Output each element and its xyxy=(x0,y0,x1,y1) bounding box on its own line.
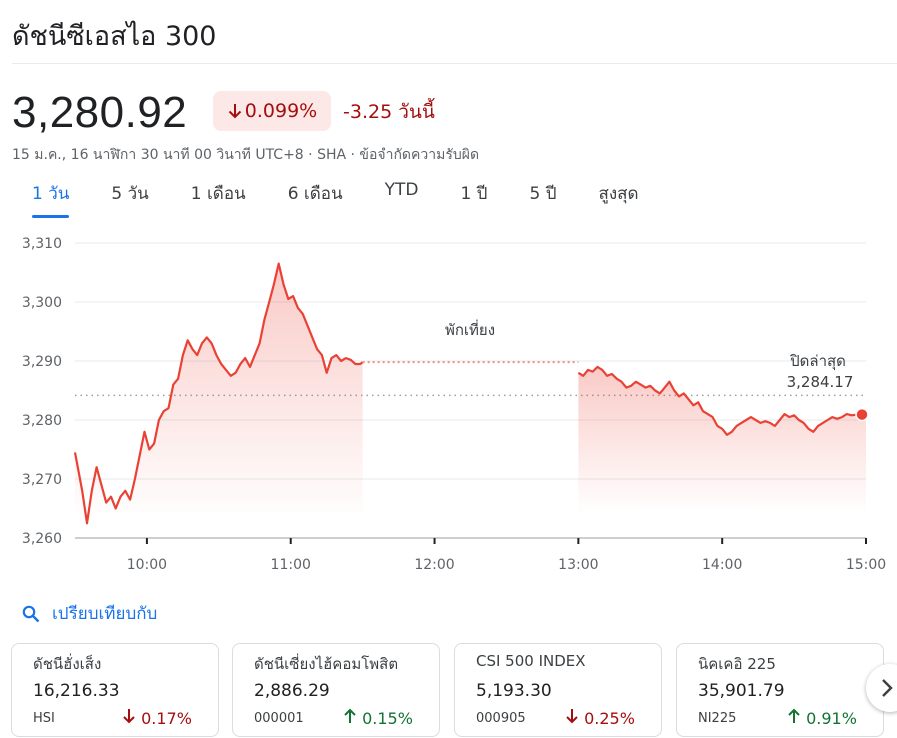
card-change-value: 0.91% xyxy=(806,709,857,728)
card-change: 0.17% xyxy=(122,708,192,728)
y-tick-label: 3,270 xyxy=(22,472,62,488)
x-tick-label: 12:00 xyxy=(414,557,454,573)
tab-6-month[interactable]: 6 เดือน xyxy=(287,184,343,204)
card-value: 2,886.29 xyxy=(254,681,330,701)
x-tick-label: 11:00 xyxy=(271,557,311,573)
tab-5-year[interactable]: 5 ปี xyxy=(529,184,557,204)
chevron-right-icon xyxy=(882,679,893,697)
quote-meta: 15 ม.ค., 16 นาฬิกา 30 นาที 00 วินาที UTC… xyxy=(12,147,480,163)
card-value: 35,901.79 xyxy=(698,681,785,701)
compare-card-hsi[interactable]: ดัชนีฮั่งเส็ง 16,216.33 HSI 0.17% xyxy=(11,643,219,737)
card-value: 5,193.30 xyxy=(476,681,552,701)
timerange-tabs: 1 วัน 5 วัน 1 เดือน 6 เดือน YTD 1 ปี 5 ป… xyxy=(12,178,639,218)
compare-card-nikkei[interactable]: นิคเคอิ 225 35,901.79 NI225 0.91% xyxy=(676,643,884,737)
morning-line xyxy=(73,262,364,525)
afternoon-line xyxy=(577,365,867,436)
y-tick-label: 3,300 xyxy=(22,295,62,311)
tab-1-day[interactable]: 1 วัน xyxy=(32,178,70,218)
card-change: 0.15% xyxy=(343,708,413,728)
card-ticker: 000905 xyxy=(476,711,526,726)
x-tick-label: 14:00 xyxy=(702,557,742,573)
y-tick-label: 3,310 xyxy=(22,236,62,252)
compare-button[interactable]: เปรียบเทียบกับ xyxy=(22,600,157,627)
card-ticker: HSI xyxy=(33,711,55,726)
latest-point xyxy=(855,407,869,422)
percent-change-value: 0.099% xyxy=(244,100,318,122)
compare-card-shcomp[interactable]: ดัชนีเซี่ยงไฮ้คอมโพสิต 2,886.29 000001 0… xyxy=(232,643,440,737)
morning-area xyxy=(75,263,363,524)
arrow-down-icon xyxy=(123,709,135,724)
y-tick-label: 3,280 xyxy=(22,413,62,429)
y-tick-label: 3,260 xyxy=(22,531,62,547)
compare-label: เปรียบเทียบกับ xyxy=(52,604,158,624)
change-today: -3.25 วันนี้ xyxy=(343,101,435,123)
tab-5-day[interactable]: 5 วัน xyxy=(111,184,149,204)
x-tick-label: 13:00 xyxy=(558,557,598,573)
y-tick-label: 3,290 xyxy=(22,354,62,370)
card-name: CSI 500 INDEX xyxy=(476,652,586,670)
page-title: ดัชนีซีเอสไอ 300 xyxy=(12,21,217,52)
arrow-down-icon xyxy=(566,709,578,724)
arrow-down-icon xyxy=(228,104,241,119)
card-value: 16,216.33 xyxy=(33,681,120,701)
search-icon xyxy=(22,605,40,622)
card-ticker: NI225 xyxy=(698,711,737,726)
card-change-value: 0.17% xyxy=(141,709,192,728)
afternoon-area xyxy=(578,366,866,513)
previous-close-value: 3,284.17 xyxy=(787,373,854,391)
previous-close-label: ปิดล่าสุด xyxy=(789,352,846,371)
price-chart[interactable]: 3,310 3,300 3,290 3,280 3,270 3,260 10:00 11:0… xyxy=(0,225,897,585)
card-name: ดัชนีฮั่งเส็ง xyxy=(33,655,102,673)
card-change-value: 0.25% xyxy=(584,709,635,728)
arrow-up-icon xyxy=(344,708,356,723)
arrow-up-icon xyxy=(788,708,800,723)
card-change-value: 0.15% xyxy=(362,709,413,728)
x-tick-label: 15:00 xyxy=(846,557,886,573)
tab-max[interactable]: สูงสุด xyxy=(598,184,639,204)
card-name: ดัชนีเซี่ยงไฮ้คอมโพสิต xyxy=(254,655,399,673)
header-divider xyxy=(12,63,897,64)
current-price: 3,280.92 xyxy=(12,88,188,137)
x-tick-label: 10:00 xyxy=(127,557,167,573)
percent-change-badge: 0.099% xyxy=(213,91,331,131)
card-name: นิคเคอิ 225 xyxy=(698,655,776,673)
tab-ytd[interactable]: YTD xyxy=(384,180,419,200)
card-ticker: 000001 xyxy=(254,711,304,726)
tab-1-month[interactable]: 1 เดือน xyxy=(190,184,246,204)
card-change: 0.91% xyxy=(787,708,857,728)
lunch-break-label: พักเที่ยง xyxy=(445,319,495,339)
next-cards-button[interactable] xyxy=(866,664,897,712)
tab-1-year[interactable]: 1 ปี xyxy=(460,184,488,204)
compare-card-csi500[interactable]: CSI 500 INDEX 5,193.30 000905 0.25% xyxy=(454,643,662,737)
card-change: 0.25% xyxy=(565,708,635,728)
